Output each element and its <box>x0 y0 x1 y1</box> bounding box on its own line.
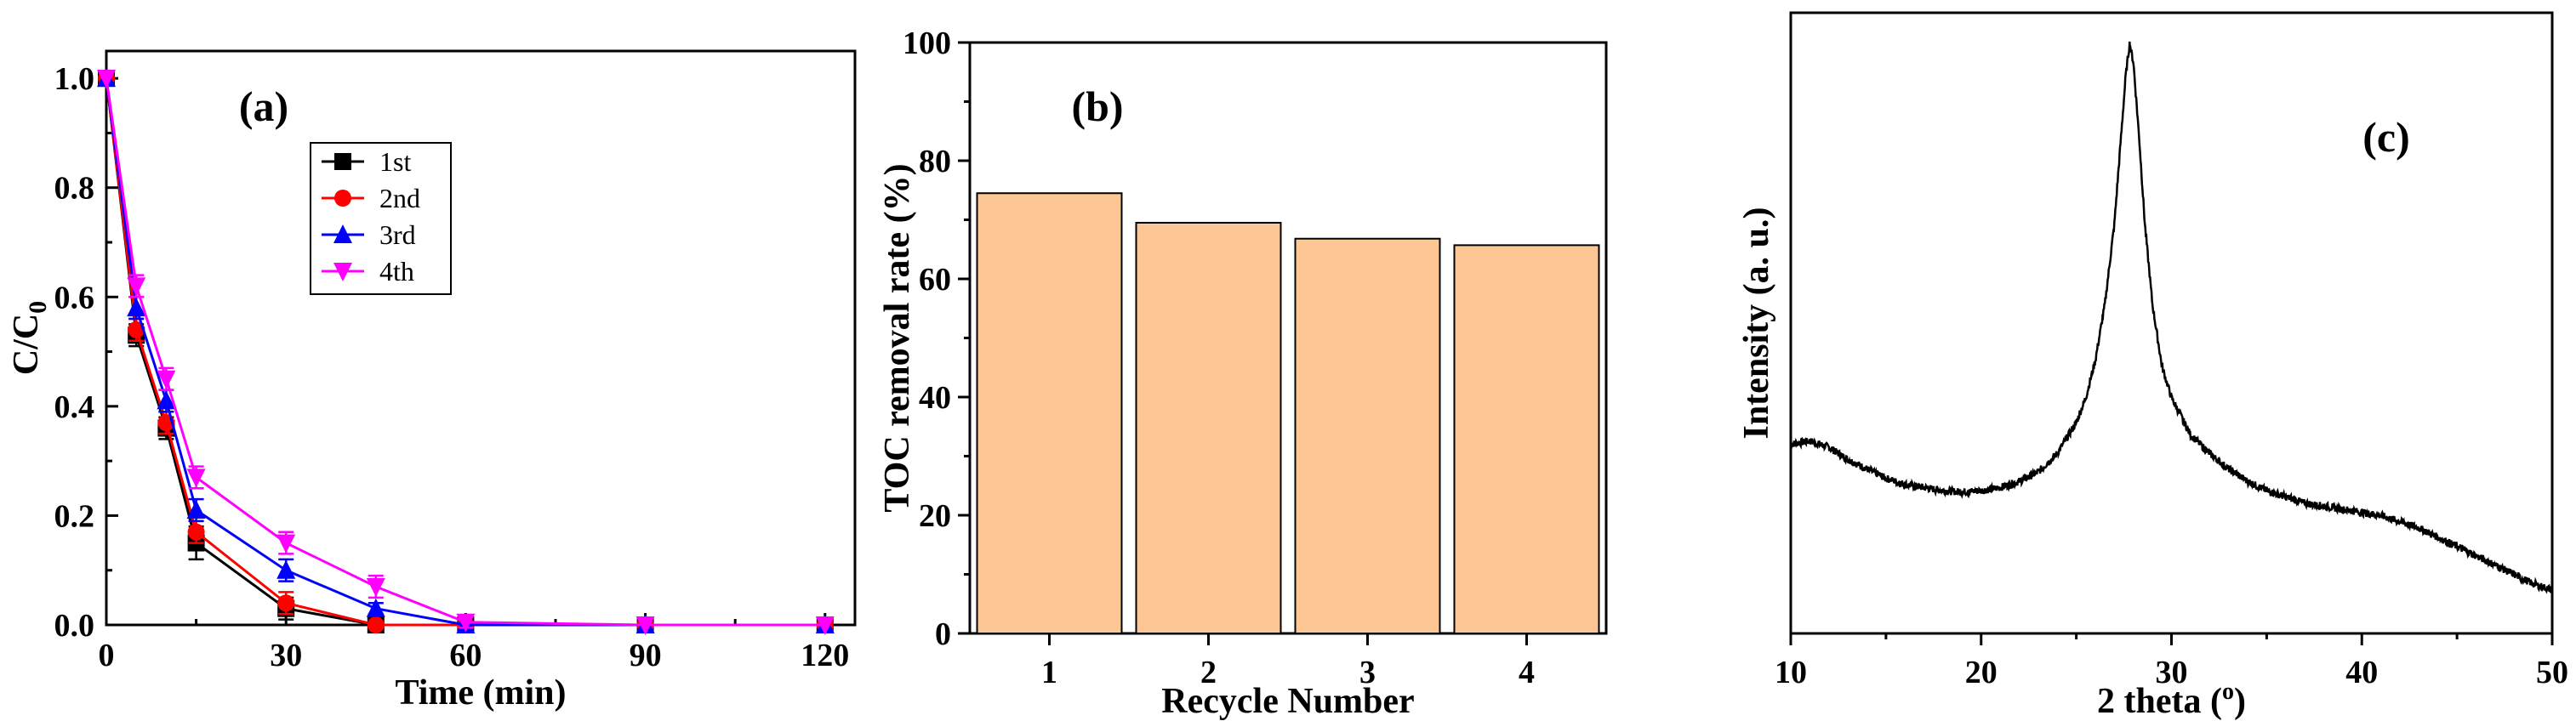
y-tick-label: 0.6 <box>54 280 95 315</box>
legend-label: 4th <box>379 256 414 287</box>
panel-label-b: (b) <box>1071 82 1123 130</box>
data-point <box>157 370 176 389</box>
x-tick-label: 120 <box>801 638 849 673</box>
panel-label-a: (a) <box>239 82 288 130</box>
y-axis-title: C/C0 <box>7 301 52 375</box>
x-tick-label: 50 <box>2536 655 2568 690</box>
data-point <box>456 613 476 633</box>
x-tick-label: 30 <box>2156 655 2188 690</box>
data-point <box>334 153 351 170</box>
x-tick-label: 90 <box>630 638 662 673</box>
data-point <box>635 616 655 635</box>
data-point <box>277 594 295 612</box>
data-point <box>157 390 176 410</box>
bar-2 <box>1135 221 1282 634</box>
x-tick-label: 20 <box>1965 655 1998 690</box>
y-tick-label: 0.4 <box>54 389 95 425</box>
y-axis-title-main: C/C <box>7 314 46 375</box>
legend-frame <box>310 142 452 295</box>
series-3rd <box>97 68 835 633</box>
series-4th <box>97 70 835 635</box>
y-tick-label: 1.0 <box>54 61 95 97</box>
data-point <box>186 468 206 488</box>
y-tick-label: 0.8 <box>54 171 95 207</box>
data-point <box>276 559 296 579</box>
y-tick-label: 0.2 <box>54 498 95 534</box>
data-point <box>334 190 351 207</box>
series-line <box>105 77 825 627</box>
panel-c-xrd-pattern: 10 20 30 40 50 2 theta (o) Intensity (a. u.) (c… <box>1737 11 2568 721</box>
data-point <box>276 534 296 554</box>
data-point <box>127 277 146 297</box>
data-point <box>127 298 146 317</box>
y-tick-label: 80 <box>919 144 951 179</box>
y-tick-label: 100 <box>903 26 951 61</box>
panel-label-c: (c) <box>2362 113 2410 161</box>
legend: 1st 2nd 3rd 4th <box>310 142 452 295</box>
y-axis-title: TOC removal rate (%) <box>878 163 917 512</box>
legend-label: 1st <box>379 146 411 177</box>
y-tick-label: 20 <box>919 498 951 534</box>
data-point <box>128 321 145 338</box>
x-tick-label: 10 <box>1775 655 1807 690</box>
series-1st <box>98 70 834 633</box>
x-axis-title-main: 2 theta ( <box>2097 682 2222 721</box>
y-tick-label: 40 <box>919 380 951 416</box>
bar-4 <box>1453 244 1600 634</box>
x-tick-label: 30 <box>270 638 302 673</box>
y-axis-title: Intensity (a. u.) <box>1737 207 1776 439</box>
x-tick-label: 60 <box>449 638 482 673</box>
data-point <box>333 263 352 281</box>
series-2nd <box>98 70 834 633</box>
x-tick-label: 40 <box>2345 655 2378 690</box>
series-line <box>105 77 825 627</box>
data-point <box>366 598 385 617</box>
y-axis-title-subscript: 0 <box>24 301 52 314</box>
data-point <box>815 616 835 635</box>
series-line <box>105 77 825 627</box>
x-tick-label: 1 <box>1041 655 1057 690</box>
x-tick-label: 4 <box>1519 655 1535 690</box>
y-tick-label: 0 <box>935 616 951 652</box>
xrd-curve <box>1790 41 2554 594</box>
data-point <box>333 224 352 243</box>
series-line <box>105 77 825 627</box>
data-point <box>187 523 205 541</box>
plot-frame <box>105 49 857 627</box>
y-tick-label: 0.0 <box>54 608 95 644</box>
x-axis-title-end: ) <box>2234 682 2246 721</box>
x-axis-title: 2 theta (o) <box>2097 678 2246 721</box>
x-tick-label: 0 <box>99 638 115 673</box>
bar-3 <box>1294 237 1441 634</box>
data-point <box>366 578 385 597</box>
x-axis-title: Time (min) <box>395 673 566 712</box>
y-tick-label: 60 <box>919 262 951 298</box>
legend-label: 2nd <box>379 183 420 213</box>
x-tick-label: 3 <box>1359 655 1376 690</box>
legend-label: 3rd <box>379 219 416 250</box>
data-point <box>186 500 206 519</box>
x-axis-title: Recycle Number <box>1161 682 1414 721</box>
bar-1 <box>976 192 1123 635</box>
x-tick-label: 2 <box>1200 655 1217 690</box>
data-point <box>97 70 116 89</box>
panel-a-line-chart: 0 30 60 90 120 0.0 0.2 0.4 0.6 0.8 1.0 Time (min) C/… <box>7 49 857 712</box>
x-axis-title-degree: o <box>2222 678 2234 705</box>
data-point <box>367 616 385 633</box>
